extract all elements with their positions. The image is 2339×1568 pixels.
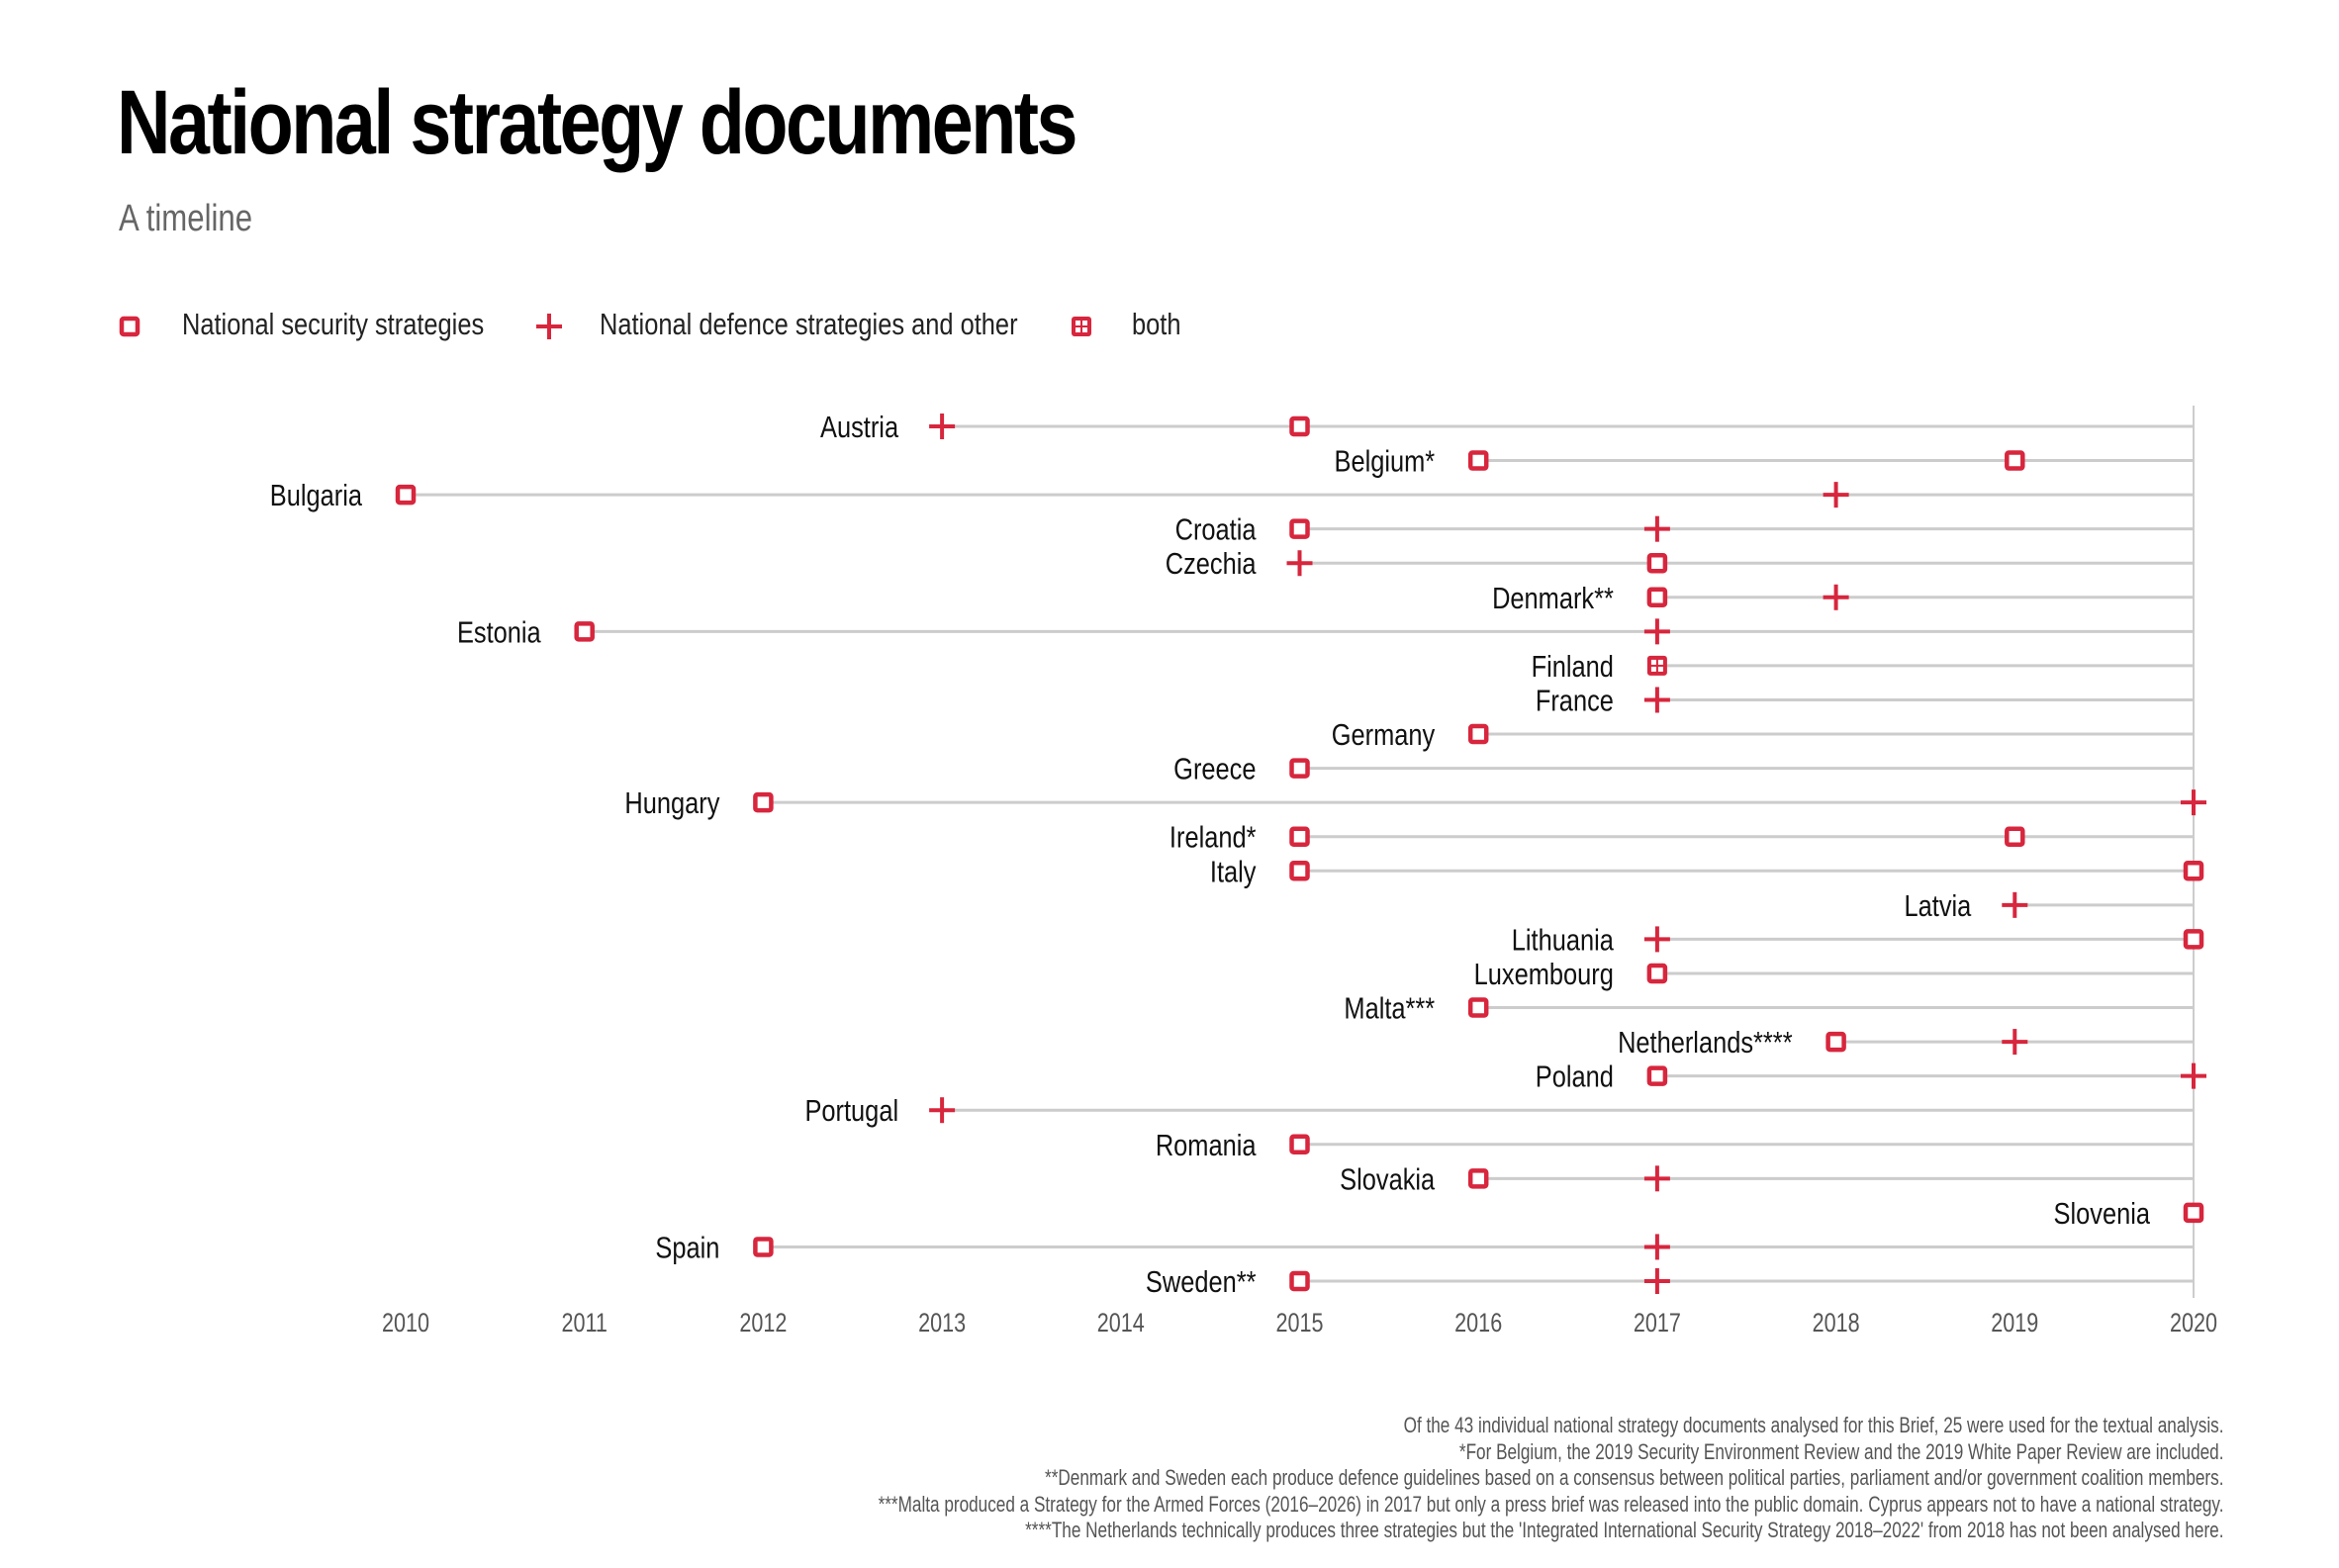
defence-strategy-marker [1643, 1165, 1670, 1192]
defence-strategy-marker [1643, 1234, 1670, 1260]
country-label: Hungary [624, 786, 720, 821]
security-strategy-marker [1646, 552, 1668, 574]
x-tick-label: 2013 [918, 1309, 966, 1338]
defence-strategy-marker [1823, 482, 1849, 508]
country-label: Romania [1156, 1128, 1257, 1162]
security-strategy-marker [1467, 450, 1489, 471]
security-strategy-marker [1467, 997, 1489, 1018]
x-tick-label: 2012 [739, 1309, 787, 1338]
country-label: Denmark** [1492, 581, 1614, 615]
footnote: Of the 43 individual national strategy d… [1403, 1413, 2223, 1437]
footnote: ****The Netherlands technically produces… [1024, 1518, 2223, 1542]
country-label: Spain [655, 1231, 719, 1265]
country-label: Poland [1536, 1060, 1614, 1094]
security-strategy-marker [753, 791, 774, 813]
security-strategy-marker [1467, 723, 1489, 745]
security-strategy-marker [2005, 450, 2025, 471]
defence-strategy-marker [1823, 584, 1849, 610]
security-strategy-marker [2183, 1202, 2204, 1224]
x-axis-ticks: 2010 2011 2012 2013 2014 2015 2016 2017 2018 2019… [382, 1309, 2217, 1338]
x-tick-label: 2018 [1813, 1309, 1860, 1338]
legend-label: both [1132, 307, 1181, 341]
country-label: Netherlands**** [1618, 1026, 1793, 1061]
security-strategy-marker [1289, 518, 1310, 539]
defence-strategy-marker [2002, 891, 2028, 918]
security-strategy-marker [1289, 1134, 1310, 1155]
security-strategy-marker [753, 1237, 774, 1257]
security-strategy-marker [1289, 861, 1310, 881]
country-label: Greece [1173, 752, 1256, 786]
country-label: Slovenia [2054, 1197, 2151, 1232]
country-label: France [1536, 684, 1614, 718]
country-label: Czechia [1166, 547, 1257, 582]
x-tick-label: 2016 [1454, 1309, 1502, 1338]
country-label: Germany [1332, 718, 1436, 753]
x-tick-label: 2015 [1275, 1309, 1323, 1338]
x-tick-label: 2020 [2170, 1309, 2217, 1338]
markers [395, 414, 2206, 1294]
country-label: Slovakia [1340, 1162, 1435, 1197]
security-strategy-marker [1825, 1031, 1846, 1053]
chart-subtitle: A timeline [119, 198, 253, 239]
defence-strategy-marker [1286, 550, 1313, 577]
footnote: **Denmark and Sweden each produce defenc… [1044, 1465, 2223, 1490]
defence-strategy-marker [1643, 515, 1670, 542]
footnote: *For Belgium, the 2019 Security Environm… [1458, 1438, 2223, 1464]
defence-strategy-marker [1643, 618, 1670, 645]
country-label: Luxembourg [1474, 958, 1614, 992]
defence-strategy-marker [2181, 789, 2206, 816]
security-strategy-marker [1289, 758, 1310, 779]
security-strategy-marker [1646, 587, 1668, 608]
x-tick-label: 2011 [561, 1309, 607, 1338]
defence-strategy-marker [929, 414, 956, 439]
chart-title: National strategy documents [117, 72, 1077, 173]
defence-strategy-marker [1643, 687, 1670, 713]
x-tick-label: 2019 [1991, 1309, 2038, 1338]
defence-strategy-marker [1643, 1268, 1670, 1294]
security-strategy-marker [1646, 1065, 1668, 1086]
security-strategy-marker [1289, 415, 1310, 437]
defence-strategy-marker [929, 1097, 956, 1124]
security-strategy-marker [574, 621, 595, 642]
country-label: Malta*** [1344, 991, 1435, 1026]
plus-marker-icon [536, 314, 562, 339]
square-marker-icon [119, 316, 140, 337]
defence-strategy-marker [2181, 1062, 2206, 1089]
country-label: Austria [820, 411, 898, 445]
defence-strategy-marker [1643, 926, 1670, 953]
country-label: Latvia [1905, 889, 1972, 924]
country-label: Italy [1210, 855, 1257, 889]
row-lines [406, 424, 2194, 1283]
both-strategies-marker [1646, 655, 1667, 676]
security-strategy-marker [2183, 929, 2204, 950]
security-strategy-marker [2183, 861, 2204, 881]
security-strategy-marker [1467, 1168, 1489, 1189]
country-label: Portugal [804, 1094, 898, 1129]
footnote: ***Malta produced a Strategy for the Arm… [878, 1491, 2223, 1517]
security-strategy-marker [1646, 963, 1668, 984]
security-strategy-marker [1289, 1270, 1310, 1292]
country-label: Estonia [457, 615, 541, 650]
country-label: Ireland* [1170, 820, 1257, 855]
security-strategy-marker [395, 484, 417, 506]
country-label: Croatia [1175, 512, 1257, 547]
country-label: Belgium* [1335, 444, 1436, 479]
country-label: Sweden** [1146, 1265, 1257, 1300]
footnotes: Of the 43 individual national strategy d… [499, 1413, 2223, 1544]
legend-label: National security strategies [182, 307, 485, 341]
country-label: Lithuania [1512, 923, 1614, 958]
both-marker-icon [1072, 317, 1091, 336]
x-tick-label: 2014 [1097, 1309, 1145, 1338]
x-tick-label: 2010 [382, 1309, 429, 1338]
security-strategy-marker [2005, 826, 2025, 847]
legend-label: National defence strategies and other [600, 307, 1018, 341]
country-label: Bulgaria [270, 479, 362, 513]
country-label: Finland [1532, 650, 1614, 685]
security-strategy-marker [1289, 826, 1310, 847]
defence-strategy-marker [2002, 1029, 2028, 1056]
x-tick-label: 2017 [1634, 1309, 1681, 1338]
